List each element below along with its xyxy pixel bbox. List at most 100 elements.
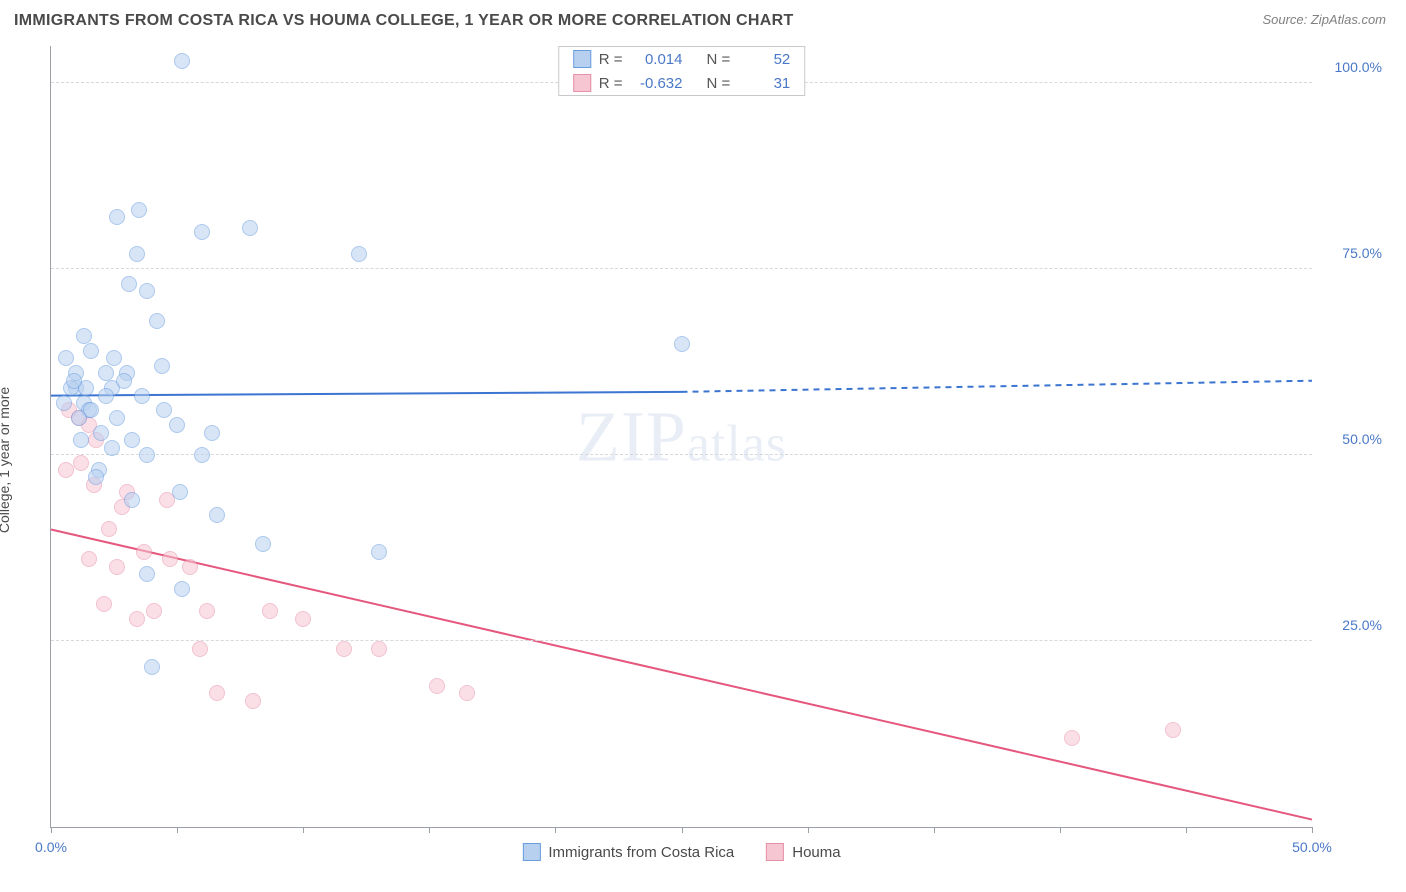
scatter-point	[66, 373, 82, 389]
scatter-point	[169, 417, 185, 433]
x-tick	[555, 827, 556, 833]
trend-lines	[51, 46, 1312, 827]
scatter-point	[58, 462, 74, 478]
scatter-point	[124, 432, 140, 448]
x-tick	[1060, 827, 1061, 833]
x-tick	[177, 827, 178, 833]
scatter-point	[371, 544, 387, 560]
legend-label-b: Houma	[792, 844, 840, 861]
scatter-point	[429, 678, 445, 694]
y-tick-label: 50.0%	[1322, 431, 1382, 447]
gridline	[51, 268, 1312, 269]
scatter-point	[109, 410, 125, 426]
n-label-b: N =	[707, 75, 731, 92]
scatter-point	[174, 53, 190, 69]
scatter-point	[674, 336, 690, 352]
scatter-point	[139, 283, 155, 299]
scatter-point	[199, 603, 215, 619]
r-value-b: -0.632	[631, 75, 683, 92]
scatter-point	[459, 685, 475, 701]
scatter-point	[73, 455, 89, 471]
scatter-point	[98, 365, 114, 381]
chart-title: IMMIGRANTS FROM COSTA RICA VS HOUMA COLL…	[14, 12, 794, 30]
scatter-point	[129, 246, 145, 262]
y-axis-label: College, 1 year or more	[0, 387, 12, 533]
n-value-b: 31	[738, 75, 790, 92]
n-value-a: 52	[738, 51, 790, 68]
x-tick-label: 0.0%	[35, 839, 67, 855]
n-label: N =	[707, 51, 731, 68]
scatter-point	[262, 603, 278, 619]
chart-container: College, 1 year or more ZIPatlas R = 0.0…	[14, 46, 1392, 874]
scatter-point	[83, 402, 99, 418]
scatter-point	[174, 581, 190, 597]
scatter-point	[154, 358, 170, 374]
x-tick	[682, 827, 683, 833]
scatter-point	[1064, 730, 1080, 746]
scatter-point	[351, 246, 367, 262]
x-tick	[303, 827, 304, 833]
bottom-legend: Immigrants from Costa Rica Houma	[522, 843, 840, 861]
stats-row-a: R = 0.014 N = 52	[559, 47, 805, 71]
scatter-point	[182, 559, 198, 575]
scatter-point	[146, 603, 162, 619]
scatter-point	[124, 492, 140, 508]
scatter-point	[255, 536, 271, 552]
legend-swatch-b-icon	[766, 843, 784, 861]
scatter-point	[295, 611, 311, 627]
y-tick-label: 75.0%	[1322, 245, 1382, 261]
source-label: Source: ZipAtlas.com	[1262, 12, 1386, 27]
scatter-point	[149, 313, 165, 329]
scatter-point	[104, 440, 120, 456]
scatter-point	[131, 202, 147, 218]
r-label-b: R =	[599, 75, 623, 92]
scatter-point	[245, 693, 261, 709]
x-tick	[1312, 827, 1313, 833]
scatter-point	[106, 350, 122, 366]
scatter-point	[73, 432, 89, 448]
scatter-point	[139, 447, 155, 463]
y-tick-label: 100.0%	[1322, 59, 1382, 75]
scatter-point	[116, 373, 132, 389]
scatter-point	[121, 276, 137, 292]
legend-item-a: Immigrants from Costa Rica	[522, 843, 734, 861]
scatter-point	[98, 388, 114, 404]
scatter-point	[172, 484, 188, 500]
legend-swatch-a-icon	[522, 843, 540, 861]
y-tick-label: 25.0%	[1322, 617, 1382, 633]
legend-item-b: Houma	[766, 843, 840, 861]
x-tick	[429, 827, 430, 833]
scatter-point	[56, 395, 72, 411]
scatter-point	[58, 350, 74, 366]
scatter-point	[129, 611, 145, 627]
scatter-point	[109, 209, 125, 225]
scatter-point	[109, 559, 125, 575]
scatter-point	[194, 224, 210, 240]
r-value-a: 0.014	[631, 51, 683, 68]
scatter-point	[192, 641, 208, 657]
scatter-point	[76, 328, 92, 344]
plot-area: ZIPatlas R = 0.014 N = 52 R = -0.632 N =…	[50, 46, 1312, 828]
gridline	[51, 454, 1312, 455]
x-tick-label: 50.0%	[1292, 839, 1332, 855]
scatter-point	[156, 402, 172, 418]
scatter-point	[93, 425, 109, 441]
x-tick	[808, 827, 809, 833]
x-tick	[51, 827, 52, 833]
scatter-point	[139, 566, 155, 582]
r-label: R =	[599, 51, 623, 68]
x-tick	[1186, 827, 1187, 833]
scatter-point	[209, 685, 225, 701]
scatter-point	[136, 544, 152, 560]
scatter-point	[194, 447, 210, 463]
scatter-point	[88, 469, 104, 485]
scatter-point	[162, 551, 178, 567]
swatch-b-icon	[573, 74, 591, 92]
scatter-point	[336, 641, 352, 657]
scatter-point	[1165, 722, 1181, 738]
scatter-point	[242, 220, 258, 236]
scatter-point	[101, 521, 117, 537]
scatter-point	[209, 507, 225, 523]
legend-label-a: Immigrants from Costa Rica	[548, 844, 734, 861]
scatter-point	[81, 551, 97, 567]
